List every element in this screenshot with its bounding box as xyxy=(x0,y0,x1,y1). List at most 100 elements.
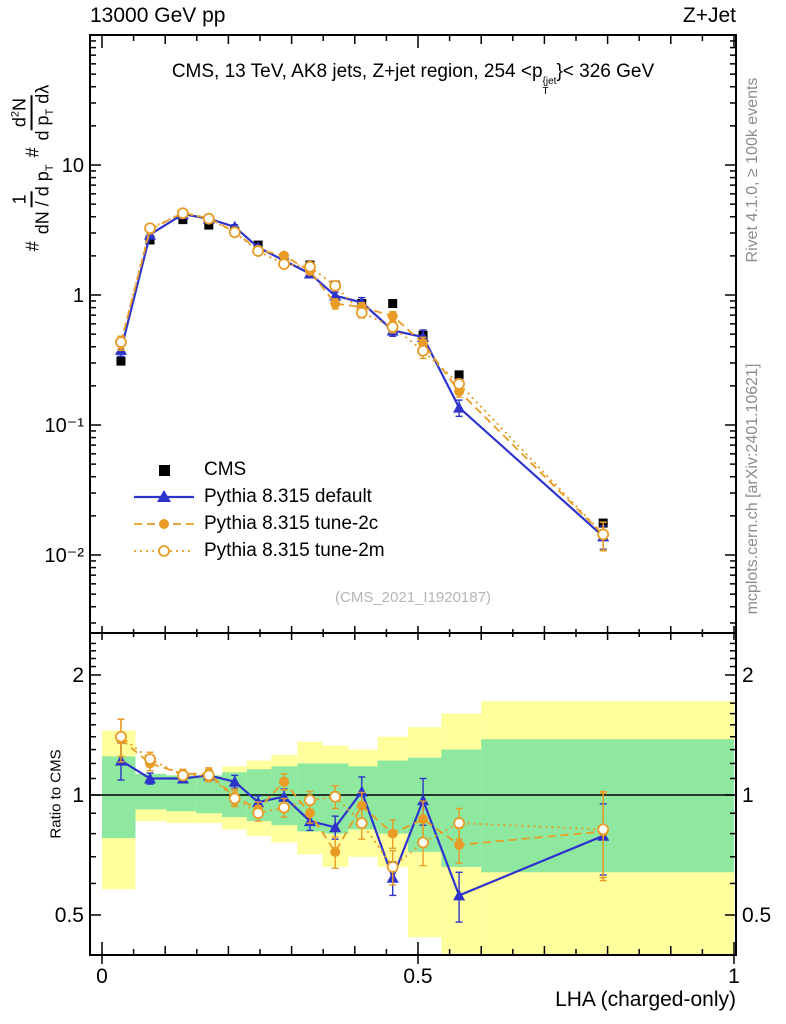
orange-dashed-dot-marker-icon xyxy=(134,518,194,529)
legend-item-pythia-default: Pythia 8.315 default xyxy=(133,483,385,510)
ratio-y-tick-label-right: 2 xyxy=(742,664,754,687)
legend-label: Pythia 8.315 default xyxy=(204,485,372,507)
legend-label: CMS xyxy=(204,458,247,480)
green-band-bin xyxy=(102,756,136,839)
data-point-triangle xyxy=(329,289,342,301)
data-point-open-circle xyxy=(278,258,290,270)
main-series-pythia-8-315-tune-2m xyxy=(115,207,610,551)
analysis-id-watermark: (CMS_2021_I1920187) xyxy=(335,589,491,606)
blue-triangle-line-marker-icon xyxy=(134,489,194,502)
data-point-circle xyxy=(304,808,315,819)
rivet-version-label: Rivet 4.1.0, ≥ 100k events xyxy=(744,77,761,263)
main-y-axis-label: # 1 dN / d pT # d2N d pT dλ xyxy=(9,84,57,252)
ratio-y-tick-label-right: 1 xyxy=(742,784,754,807)
data-point-circle xyxy=(330,298,341,309)
data-point-open-circle xyxy=(597,823,610,836)
hash-symbol: # xyxy=(22,241,43,252)
data-point-open-circle xyxy=(202,769,215,782)
data-point-open-circle xyxy=(228,226,241,239)
legend-label: Pythia 8.315 tune-2m xyxy=(204,539,385,561)
ratio-uncertainty-bands xyxy=(102,701,734,955)
data-point-open-circle xyxy=(355,817,368,830)
series-line xyxy=(120,738,604,854)
cms-square-marker-icon xyxy=(159,464,170,476)
green-band-bin xyxy=(481,739,734,873)
data-point-square xyxy=(116,356,126,366)
main-y-tick-label: 10⁻² xyxy=(45,545,85,567)
fraction-one-over-dndpt: 1 dN / d pT xyxy=(9,164,56,235)
main-y-tick-label: 10 xyxy=(62,155,84,177)
pt-jet-superscript: {jet T xyxy=(543,77,557,97)
data-point-square xyxy=(454,370,464,380)
process-label: Z+Jet xyxy=(682,4,736,27)
orange-dotted-ring-marker-icon xyxy=(134,544,194,557)
main-y-tick-label: 10⁻¹ xyxy=(45,415,85,437)
legend-item-cms: CMS xyxy=(133,456,385,483)
data-point-open-circle xyxy=(597,528,610,541)
x-tick-label: 1 xyxy=(728,965,740,988)
pt-jet-sup: {jet xyxy=(542,76,557,87)
data-point-circle xyxy=(387,828,398,839)
data-point-triangle xyxy=(355,785,368,797)
legend-item-pythia-tune2c: Pythia 8.315 tune-2c xyxy=(133,510,385,537)
main-y-tick-label: 1 xyxy=(73,285,84,307)
ratio-y-tick-label: 0.5 xyxy=(55,904,84,927)
ratio-y-tick-label-right: 0.5 xyxy=(742,904,771,927)
plot-title-suffix: }< 326 GeV xyxy=(556,61,655,82)
ratio-y-axis-label: Ratio to CMS xyxy=(47,749,65,839)
data-point-open-circle xyxy=(417,836,429,849)
data-point-open-circle xyxy=(417,344,429,357)
data-point-open-circle xyxy=(386,321,399,333)
data-point-open-circle xyxy=(176,769,189,782)
pt-jet-sub: T xyxy=(542,86,549,97)
ratio-y-tick-label: 1 xyxy=(72,784,84,807)
axis-ticks xyxy=(91,36,735,964)
data-point-open-circle xyxy=(115,336,127,349)
panel-frames xyxy=(89,34,737,956)
data-point-square xyxy=(204,220,214,230)
data-point-circle xyxy=(279,250,290,261)
data-point-open-circle xyxy=(453,378,465,390)
data-point-triangle xyxy=(144,772,157,784)
data-point-triangle xyxy=(329,821,342,833)
data-point-triangle xyxy=(228,775,241,787)
data-point-open-circle xyxy=(252,807,265,820)
data-point-open-circle xyxy=(144,222,156,235)
data-point-open-circle xyxy=(304,260,316,273)
data-point-triangle xyxy=(417,794,430,806)
data-point-open-circle xyxy=(228,792,241,805)
x-tick-label: 0.5 xyxy=(403,965,432,988)
data-point-open-circle xyxy=(144,753,156,766)
x-axis-label: LHA (charged-only) xyxy=(555,988,736,1011)
hash-symbol: # xyxy=(22,147,43,158)
data-point-circle xyxy=(387,311,398,322)
data-point-open-circle xyxy=(202,212,215,225)
mcplots-arxiv-label: mcplots.cern.ch [arXiv:2401.10621] xyxy=(744,363,761,615)
data-point-open-circle xyxy=(252,245,265,257)
data-point-open-circle xyxy=(278,801,290,814)
ratio-series-pythia-8-315-tune-2m xyxy=(115,718,610,886)
ratio-y-tick-label: 2 xyxy=(72,664,84,687)
beam-energy-label: 13000 GeV pp xyxy=(90,4,226,27)
fraction-d2n-dptdlambda: d2N d pT dλ xyxy=(9,84,56,141)
legend-label: Pythia 8.315 tune-2c xyxy=(204,512,379,534)
data-point-open-circle xyxy=(329,279,342,292)
data-point-open-circle xyxy=(115,730,127,743)
data-point-circle xyxy=(330,846,341,857)
data-point-circle xyxy=(279,776,290,787)
legend-item-pythia-tune2m: Pythia 8.315 tune-2m xyxy=(133,537,385,564)
plot-title-prefix: CMS, 13 TeV, AK8 jets, Z+jet region, 254… xyxy=(171,61,543,82)
data-point-open-circle xyxy=(176,207,189,220)
data-point-open-circle xyxy=(329,790,342,803)
plot-title: CMS, 13 TeV, AK8 jets, Z+jet region, 254… xyxy=(90,61,736,97)
data-point-open-circle xyxy=(355,306,368,319)
data-point-square xyxy=(388,299,398,309)
data-point-open-circle xyxy=(304,794,316,807)
data-point-circle xyxy=(454,839,465,850)
ratio-panel-frame xyxy=(89,632,737,956)
x-tick-label: 0 xyxy=(96,965,108,988)
data-point-square xyxy=(178,215,188,225)
tick-labels: 10 1 10⁻¹ 10⁻² 2 2 1 1 0.5 0.5 0 0.5 1 xyxy=(45,155,772,988)
